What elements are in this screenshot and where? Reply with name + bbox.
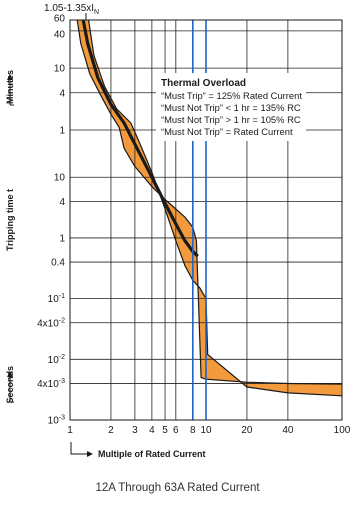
- chart-caption: 12A Through 63A Rated Current: [95, 482, 260, 494]
- x-tick-40: 40: [282, 425, 294, 436]
- x-tick-8: 8: [190, 425, 196, 436]
- minutes-section-label: Minutes: [5, 70, 15, 106]
- x-tick-4: 4: [149, 425, 155, 436]
- y-tick-sec-0.004: 4x10-3: [37, 378, 65, 390]
- y-tick-sec-0.01: 10-2: [48, 354, 65, 366]
- y-axis-title: Tripping time t: [5, 189, 15, 251]
- y-tick-min-60: 60: [54, 14, 66, 25]
- legend: Thermal Overload “Must Trip” = 125% Rate…: [156, 73, 306, 141]
- trip-curve-chart: 1 2 3 4 5 6 8 10 20 40 1006040104110410.410-14x10-…: [5, 3, 351, 459]
- center-trip-curve: [81, 19, 199, 258]
- y-tick-sec-10: 10: [54, 173, 66, 184]
- legend-line-4: “Must Not Trip” = Rated Current: [161, 126, 293, 137]
- seconds-label: Seconds: [5, 366, 15, 404]
- legend-line-1: “Must Trip” = 125% Rated Current: [161, 90, 302, 101]
- y-tick-sec-4: 4: [59, 197, 65, 208]
- y-tick-sec-1: 1: [59, 233, 65, 244]
- band-lower-edge: [88, 19, 343, 397]
- x-axis-title: Multiple of Rated Current: [98, 449, 206, 459]
- y-tick-min-10: 10: [54, 64, 66, 75]
- legend-box: [156, 73, 306, 141]
- plot-frame: [69, 19, 343, 421]
- x-tick-6: 6: [173, 425, 179, 436]
- seconds-section-label: Seconds: [5, 366, 15, 404]
- x-tick-2: 2: [108, 425, 114, 436]
- legend-line-3: “Must Not Trip” > 1 hr = 105% RC: [161, 114, 301, 125]
- y-tick-sec-0.04: 4x10-2: [37, 317, 65, 329]
- top-range-label-subscript: N: [94, 9, 99, 16]
- x-tick-3: 3: [132, 425, 138, 436]
- x-tick-10: 10: [200, 425, 212, 436]
- minutes-label: Minutes: [5, 70, 15, 104]
- x-tick-20: 20: [241, 425, 253, 436]
- y-tick-sec-0.001: 10-3: [48, 415, 65, 427]
- legend-line-2: “Must Not Trip” < 1 hr = 135% RC: [161, 102, 301, 113]
- x-axis-title-group: Multiple of Rated Current: [70, 442, 206, 459]
- y-tick-min-4: 4: [59, 88, 65, 99]
- y-tick-sec-0.4: 0.4: [51, 258, 65, 269]
- x-tick-5: 5: [162, 425, 168, 436]
- y-tick-min-1: 1: [59, 126, 65, 137]
- x-tick-100: 100: [334, 425, 351, 436]
- y-tick-min-40: 40: [54, 29, 66, 40]
- y-tick-sec-0.1: 10-1: [48, 293, 65, 305]
- top-range-label: 1.05-1.35xIN: [44, 3, 99, 16]
- x-tick-1: 1: [67, 425, 73, 436]
- legend-title: Thermal Overload: [161, 78, 246, 89]
